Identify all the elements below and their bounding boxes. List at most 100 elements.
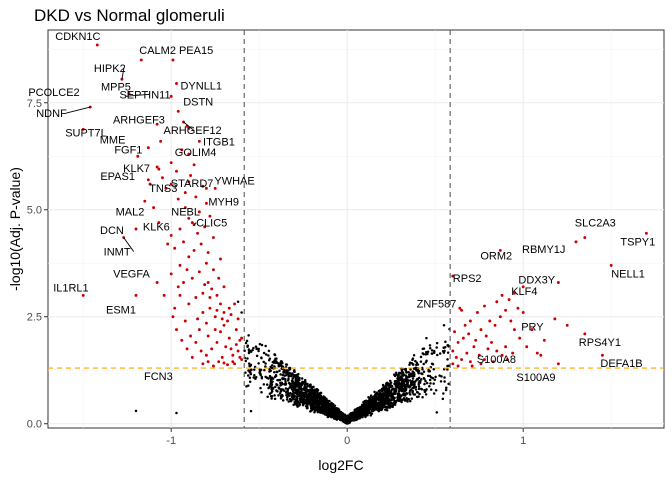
point-significant <box>542 338 546 342</box>
point-not-significant <box>393 396 396 400</box>
point-not-significant <box>276 390 279 393</box>
point-not-significant <box>441 349 445 353</box>
gene-label-rps2: RPS2 <box>453 273 482 285</box>
point-significant <box>182 281 185 284</box>
gene-label-nell1: NELL1 <box>611 268 645 280</box>
gene-label-ddx3y: DDX3Y <box>518 274 555 286</box>
point-not-significant <box>295 382 298 386</box>
point-not-significant <box>444 388 448 392</box>
point-significant <box>201 311 205 314</box>
point-not-significant <box>279 384 282 387</box>
point-not-significant <box>408 375 412 378</box>
point-significant <box>583 332 587 336</box>
point-significant <box>187 302 191 306</box>
gene-label-supt7l: SUPT7L <box>65 127 107 139</box>
point-not-significant <box>393 403 397 406</box>
point-not-significant <box>267 377 270 380</box>
point-not-significant <box>245 339 249 343</box>
point-not-significant <box>423 388 426 392</box>
gene-label-ywhae: YWHAE <box>214 175 254 187</box>
gene-label-vegfa: VEGFA <box>113 268 150 280</box>
point-not-significant <box>315 396 318 400</box>
point-not-significant <box>262 383 266 386</box>
point-significant <box>495 349 499 353</box>
point-not-significant <box>243 349 246 353</box>
point-not-significant <box>407 397 411 401</box>
point-not-significant <box>322 409 325 412</box>
axes: -1 0 1 0.0 2.5 5.0 7.5 <box>27 98 527 447</box>
point-significant <box>182 240 185 244</box>
y-tick-label: 0.0 <box>27 419 42 431</box>
gene-label-slc2a3: SLC2A3 <box>575 218 616 230</box>
point-not-significant <box>304 380 307 384</box>
point-not-significant <box>317 409 320 412</box>
label-leader-line <box>66 106 91 114</box>
point-not-significant <box>313 407 316 411</box>
point-not-significant <box>268 392 272 396</box>
point-significant <box>479 328 483 332</box>
point-not-significant <box>247 334 250 337</box>
point-not-significant <box>439 380 443 383</box>
point-not-significant <box>334 413 337 417</box>
point-not-significant <box>444 340 447 344</box>
gene-label-dcn: DCN <box>100 225 124 237</box>
point-not-significant <box>306 393 309 397</box>
point-significant <box>222 285 226 289</box>
point-not-significant <box>302 398 305 402</box>
point-not-significant <box>330 405 333 409</box>
point-not-significant <box>258 342 262 346</box>
point-not-significant <box>381 406 384 410</box>
gene-label-defa1b: DEFA1B <box>600 358 642 370</box>
point-not-significant <box>271 360 275 364</box>
point-not-significant <box>430 349 434 352</box>
point-significant <box>175 82 178 85</box>
point-significant <box>185 268 189 272</box>
point-not-significant <box>329 407 333 411</box>
point-significant <box>491 360 495 364</box>
point-significant <box>474 338 478 342</box>
point-significant <box>484 334 488 338</box>
point-significant <box>451 362 455 366</box>
point-significant <box>176 197 180 201</box>
gene-label-znf587: ZNF587 <box>417 298 457 310</box>
point-not-significant <box>393 390 396 394</box>
point-not-significant <box>303 387 307 391</box>
point-significant <box>206 281 210 284</box>
label-leader-line <box>125 93 150 97</box>
point-significant <box>155 122 159 126</box>
point-not-significant <box>322 395 325 398</box>
point-not-significant <box>446 364 449 368</box>
point-not-significant <box>385 394 389 397</box>
point-not-significant <box>428 378 432 382</box>
point-significant <box>512 328 516 332</box>
point-not-significant <box>260 390 263 394</box>
point-not-significant <box>392 387 396 391</box>
point-not-significant <box>295 403 298 407</box>
point-not-significant <box>397 373 400 376</box>
point-not-significant <box>407 370 410 374</box>
gene-label-hipk2: HIPK2 <box>94 63 126 75</box>
x-tick-label: 1 <box>520 435 526 447</box>
point-not-significant <box>295 395 298 398</box>
point-not-significant <box>446 351 450 354</box>
point-not-significant <box>381 395 385 398</box>
point-not-significant <box>434 389 438 392</box>
point-significant <box>208 214 212 218</box>
point-significant <box>229 347 233 351</box>
point-not-significant <box>424 353 428 356</box>
point-not-significant <box>386 402 389 406</box>
point-not-significant <box>248 364 251 368</box>
y-tick-label: 5.0 <box>27 205 42 217</box>
gene-label-golim4: GOLIM4 <box>175 147 217 159</box>
point-significant <box>201 362 205 366</box>
point-not-significant <box>314 390 317 393</box>
point-not-significant <box>312 385 315 389</box>
point-significant <box>164 186 168 190</box>
point-not-significant <box>276 378 279 382</box>
point-not-significant <box>273 359 276 362</box>
point-significant <box>504 345 508 349</box>
point-not-significant <box>264 365 267 368</box>
point-not-significant <box>414 388 418 391</box>
point-not-significant <box>413 380 417 383</box>
point-significant <box>206 251 210 254</box>
